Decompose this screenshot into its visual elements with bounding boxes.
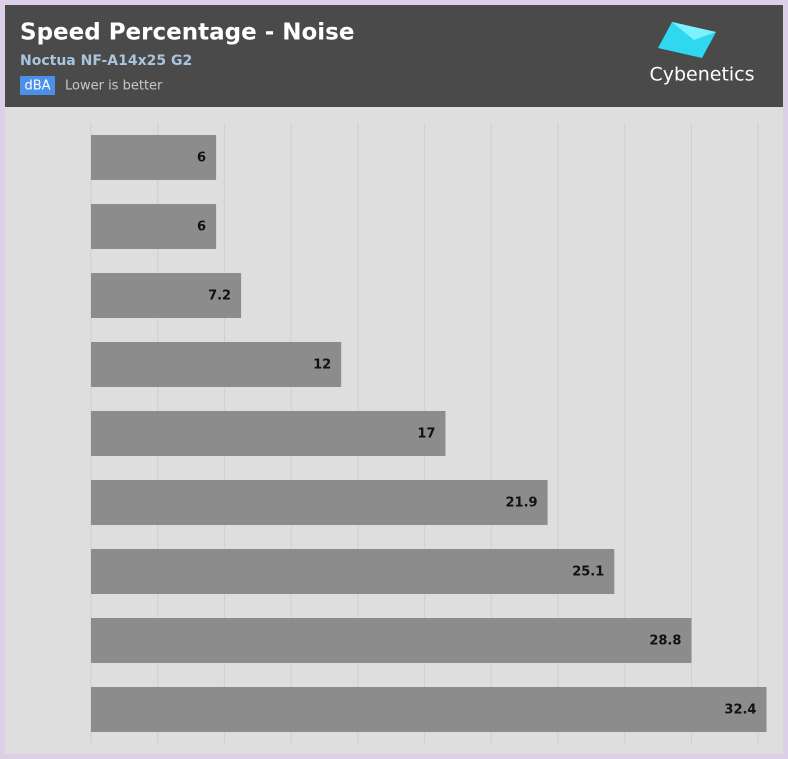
bars: 6 6 7.2 12 17 21.9 25.1 28.8 32.4 — [91, 135, 767, 732]
bar — [91, 135, 217, 180]
logo-mark-highlight — [672, 22, 716, 40]
bar — [91, 549, 615, 594]
bar — [91, 204, 217, 249]
value-label: 6 — [197, 220, 206, 235]
value-label: 21.9 — [506, 496, 538, 511]
value-label: 6 — [197, 151, 206, 166]
unit-badge — [20, 76, 55, 95]
header — [5, 5, 783, 107]
bar — [91, 618, 692, 663]
bar — [91, 480, 548, 525]
value-label: 12 — [313, 358, 331, 373]
value-label: 32.4 — [724, 703, 756, 718]
bar — [91, 687, 767, 732]
value-label: 25.1 — [572, 565, 604, 580]
note: Lower is better — [65, 79, 163, 94]
chart-subtitle: Noctua NF-A14x25 G2 — [20, 53, 192, 69]
chart-title: Speed Percentage - Noise — [20, 20, 354, 46]
bar — [91, 342, 342, 387]
unit-label: dBA — [24, 79, 50, 94]
value-label: 28.8 — [649, 634, 681, 649]
logo-text: Cybenetics — [649, 64, 754, 86]
bar — [91, 273, 242, 318]
value-label: 7.2 — [208, 289, 231, 304]
value-label: 17 — [417, 427, 435, 442]
bar — [91, 411, 446, 456]
